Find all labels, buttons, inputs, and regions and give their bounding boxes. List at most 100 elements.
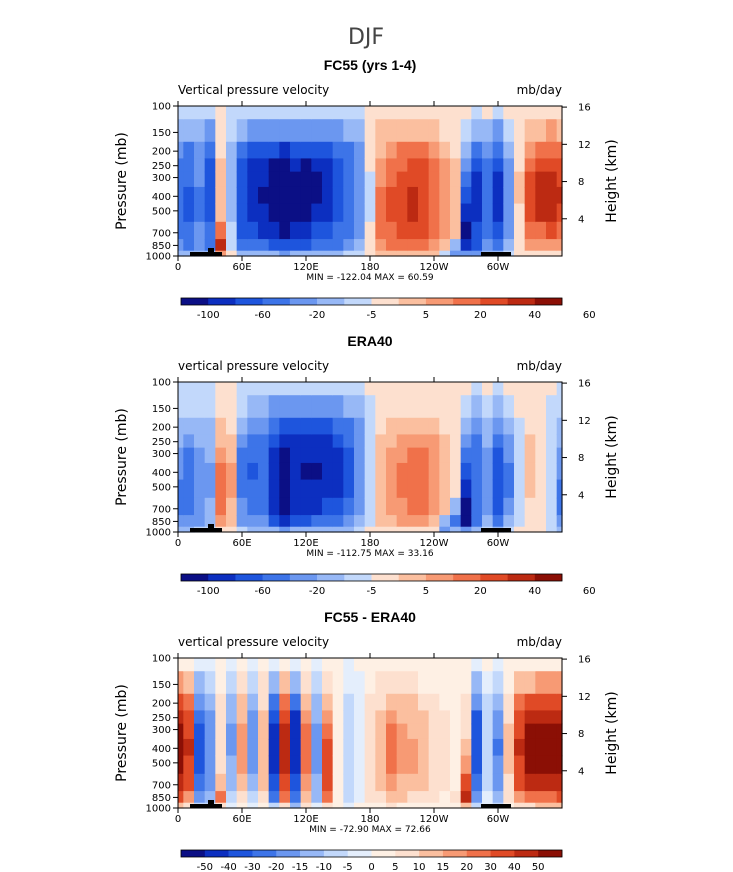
heatmap-cell [428, 382, 440, 396]
heatmap-cell [418, 158, 430, 173]
heatmap-cell [290, 671, 302, 695]
heatmap-cell [503, 723, 515, 740]
heatmap-cell [194, 395, 206, 419]
heatmap-cell [375, 671, 387, 695]
heatmap-cell [204, 417, 216, 436]
heatmap-cell [300, 479, 312, 499]
heatmap-cell [375, 526, 387, 533]
heatmap-cell [482, 417, 494, 436]
heatmap-cell [524, 434, 536, 449]
heatmap-cell [492, 158, 504, 173]
heatmap-cell [418, 497, 430, 516]
heatmap-cell [428, 106, 440, 120]
heatmap-cell [204, 479, 216, 499]
heatmap-cell [226, 671, 238, 695]
heatmap-cell [396, 434, 408, 449]
heatmap-cell [215, 203, 227, 223]
heatmap-cell [524, 723, 536, 740]
heatmap-cell [226, 141, 238, 160]
heatmap-cell [514, 710, 526, 725]
heatmap-cell [482, 723, 494, 740]
heatmap-cell [556, 250, 563, 257]
heatmap-cell [247, 141, 259, 160]
heatmap-cell [322, 693, 334, 712]
heatmap-cell [460, 710, 472, 725]
x-tick-label: 0 [175, 262, 181, 273]
heatmap-cell [311, 791, 323, 804]
heatmap-cell [535, 221, 547, 240]
heatmap-cell [450, 671, 462, 695]
heatmap-cell [194, 417, 206, 436]
heatmap-cell [439, 382, 451, 396]
heatmap-cell [178, 479, 184, 499]
heatmap-cell [396, 710, 408, 725]
heatmap-cell [556, 723, 563, 740]
heatmap-cell [322, 171, 334, 188]
heatmap-cell [354, 693, 366, 712]
heatmap-cell [396, 658, 408, 672]
heatmap-cell [343, 250, 355, 257]
heatmap-cell [332, 447, 344, 464]
heatmap-cell [247, 417, 259, 436]
heatmap-cell [556, 671, 563, 695]
heatmap-cell [386, 773, 398, 792]
heatmap-cell [364, 141, 376, 160]
heatmap-cell [226, 171, 238, 188]
heatmap-cell [439, 171, 451, 188]
heatmap-cell [354, 382, 366, 396]
y-tick-label: 300 [152, 725, 171, 736]
heatmap-cell [332, 158, 344, 173]
heatmap-cell [396, 693, 408, 712]
units-label: mb/day [517, 635, 562, 649]
heatmap-cell [503, 221, 515, 240]
heatmap-cell [290, 738, 302, 757]
heatmap-cell [226, 526, 238, 533]
heatmap-cell [396, 250, 408, 257]
heatmap-cell [546, 755, 558, 775]
heatmap-cell [471, 395, 483, 419]
heatmap-cell [354, 395, 366, 419]
colorbar-swatch [181, 574, 209, 581]
heatmap-cell [375, 791, 387, 804]
heatmap-cell [364, 119, 376, 143]
colorbar-label: -20 [309, 310, 325, 321]
y-tick-label: 250 [152, 437, 171, 448]
heatmap-cell [258, 802, 270, 809]
heatmap-cell [524, 239, 536, 252]
heatmap-cell [556, 526, 563, 533]
colorbar-label: 60 [583, 310, 596, 321]
heatmap-cell [556, 738, 563, 757]
heatmap-cell [204, 723, 216, 740]
heatmap-cell [386, 119, 398, 143]
heatmap-cell [428, 417, 440, 436]
heatmap-cell [460, 203, 472, 223]
heatmap-cell [194, 171, 206, 188]
heatmap-cell [268, 186, 280, 205]
heatmap-cell [268, 158, 280, 173]
figure-title: DJF [348, 25, 384, 50]
topography-mask [208, 248, 214, 252]
heatmap-cell [343, 723, 355, 740]
heatmap-cell [247, 250, 259, 257]
heatmap-cell [386, 158, 398, 173]
heatmap-cell [354, 479, 366, 499]
heatmap-cell [407, 515, 419, 528]
colorbar-swatch [344, 574, 372, 581]
heatmap-cell [492, 738, 504, 757]
heatmap-cell [492, 710, 504, 725]
heatmap-cell [247, 119, 259, 143]
heatmap-cell [322, 802, 334, 809]
heatmap-cell [514, 462, 526, 481]
heatmap-cell [535, 526, 547, 533]
heatmap-cell [311, 250, 323, 257]
heatmap-cell [332, 479, 344, 499]
heatmap-cell [258, 773, 270, 792]
heatmap-cell [503, 106, 515, 120]
colorbar-swatch [228, 850, 253, 857]
heatmap-cell [428, 515, 440, 528]
heatmap-cell [535, 171, 547, 188]
colorbar-swatch [480, 574, 508, 581]
heatmap-cell [178, 119, 184, 143]
heatmap-cell [194, 755, 206, 775]
heatmap-cell [311, 171, 323, 188]
